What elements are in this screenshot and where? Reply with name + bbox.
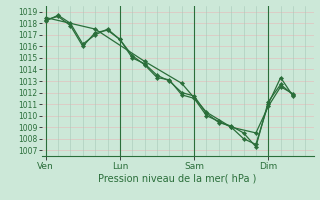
X-axis label: Pression niveau de la mer( hPa ): Pression niveau de la mer( hPa ) <box>99 173 257 183</box>
